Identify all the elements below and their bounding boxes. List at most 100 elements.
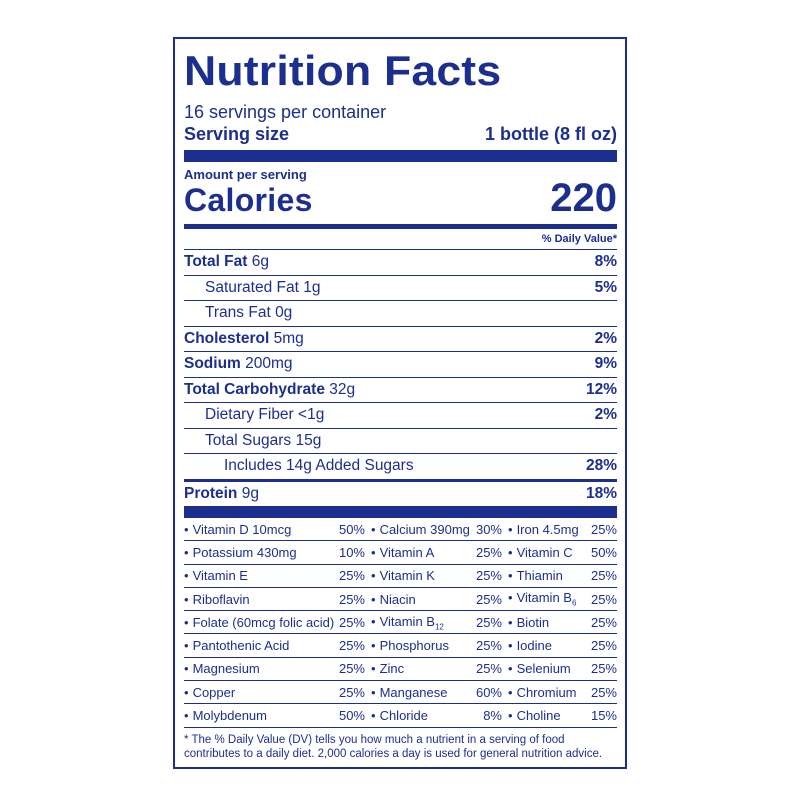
vitamin-dv: 15% [590,708,617,724]
vitamin-cell: Niacin 25% [371,588,508,612]
vitamin-name-text: Potassium 430mg [192,544,297,560]
vitamin-cell: Vitamin A 25% [371,541,508,565]
vitamin-cell: Copper 25% [184,681,371,705]
nutrient-dv: 18% [585,484,617,502]
vitamin-cell: Phosphorus 25% [371,634,508,658]
vitamin-dv: 25% [338,638,365,654]
vitamin-name: Vitamin C [508,545,573,560]
serving-size-row: Serving size 1 bottle (8 fl oz) [184,123,617,145]
vitamin-dv: 25% [475,661,502,677]
nutrient-row-sodium: Sodium 200mg 9% [184,351,617,377]
vitamin-name: Choline [508,708,561,723]
thick-divider [184,506,617,518]
vitamin-dv: 25% [590,521,617,537]
vitamin-dv: 25% [338,614,365,630]
nutrient-amount: 1g [303,278,321,296]
vitamin-name-text: Selenium [516,661,571,677]
vitamin-subscript: 6 [571,598,577,608]
vitamin-name-text: Folate (60mcg folic acid) [192,614,335,630]
nutrient-row-trans-fat: Trans Fat 0g [184,300,617,326]
vitamin-cell: Potassium 430mg 10% [184,541,371,565]
vitamin-cell: Riboflavin 25% [184,588,371,612]
vitamin-name: Iron 4.5mg [508,522,579,537]
thick-divider [184,150,617,162]
nutrient-name: Sodium [184,355,241,373]
vitamin-name-text: Chromium [516,684,577,700]
vitamin-name: Pantothenic Acid [184,638,290,654]
vitamin-cell: Manganese 60% [371,681,508,705]
daily-value-footnote: * The % Daily Value (DV) tells you how m… [184,733,603,760]
nutrient-name: Total Carbohydrate [184,380,325,398]
nutrient-amount: 5mg [273,329,304,347]
vitamin-name: Zinc [371,661,405,677]
nutrient-amount: 15g [295,431,322,449]
vitamin-dv: 25% [590,638,617,654]
vitamin-name: Phosphorus [371,638,449,653]
vitamin-cell: Vitamin E 25% [184,565,371,588]
vitamin-dv: 50% [590,544,617,560]
vitamin-name-text: Calcium 390mg [379,521,470,537]
nutrient-name: Total Sugars [205,431,292,449]
vitamin-name: Manganese [371,685,448,700]
vitamin-cell: Chromium 25% [508,681,617,705]
vitamin-cell: Vitamin D 10mcg 50% [184,518,371,542]
vitamin-name-text: Manganese [379,684,448,700]
vitamin-dv: 25% [590,614,617,630]
nutrient-name: Saturated Fat [205,278,299,296]
vitamin-dv: 25% [338,568,365,584]
nutrient-amount: 200mg [245,355,293,373]
vitamin-cell: Pantothenic Acid 25% [184,634,371,658]
vitamin-cell: Vitamin B6 25% [508,588,617,612]
nutrient-amount: 0g [275,304,293,322]
nutrient-dv: 8% [594,253,617,271]
vitamin-cell: Chloride 8% [371,704,508,728]
vitamin-cell: Magnesium 25% [184,658,371,682]
vitamin-name: Vitamin K [371,568,435,583]
vitamin-name-text: Thiamin [516,568,563,584]
amount-per-serving: Amount per serving [184,167,307,182]
vitamin-name: Thiamin [508,568,563,583]
vitamin-cell: Selenium 25% [508,658,617,682]
vitamin-dv: 25% [590,684,617,700]
vitamin-name-text: Riboflavin [192,591,250,607]
nutrient-amount: 6g [251,253,269,271]
calories-row: Calories 220 [184,178,617,218]
vitamin-name: Vitamin B12 [371,614,444,632]
vitamin-cell: Biotin 25% [508,611,617,635]
vitamin-name: Selenium [508,661,571,676]
nutrient-name: Trans Fat [205,304,271,322]
vitamin-cell: Iron 4.5mg 25% [508,518,617,542]
vitamin-name-text: Biotin [516,614,550,630]
vitamin-name-text: Iodine [516,638,552,654]
nutrient-row-total-carbohydrate: Total Carbohydrate 32g 12% [184,376,617,403]
vitamin-name: Chromium [508,685,577,700]
vitamin-name-text: Niacin [379,591,416,607]
vitamin-cell: Iodine 25% [508,634,617,658]
servings-per-container: 16 servings per container [184,102,387,122]
nutrient-amount: 32g [329,380,356,398]
vitamin-dv: 60% [475,684,502,700]
vitamin-cell: Choline 15% [508,704,617,728]
vitamin-dv: 8% [483,708,502,724]
vitamin-name-text: Vitamin B [379,613,435,629]
vitamin-name: Biotin [508,614,550,630]
vitamin-name-text: Zinc [379,661,405,677]
vitamin-cell: Calcium 390mg 30% [371,518,508,542]
vitamin-dv: 25% [475,568,502,584]
vitamin-name-text: Molybdenum [192,708,267,724]
nutrient-name: Protein [184,484,238,502]
vitamin-name-text: Magnesium [192,661,260,677]
vitamin-dv: 25% [590,591,617,607]
nutrient-row-added-sugars: Includes 14g Added Sugars 28% [184,453,617,479]
vitamin-cell: Thiamin 25% [508,565,617,588]
vitamin-name-text: Vitamin B [516,590,572,606]
medium-divider [184,224,617,229]
vitamin-name: Iodine [508,638,552,653]
vitamin-cell: Molybdenum 50% [184,704,371,728]
nutrient-dv: 2% [594,329,617,347]
nutrient-row-total-fat: Total Fat 6g 8% [184,249,617,275]
vitamin-name-text: Pantothenic Acid [192,638,290,654]
vitamins-minerals-grid: Vitamin D 10mcg 50% Calcium 390mg 30% Iron 4… [184,518,617,728]
vitamin-dv: 50% [338,708,365,724]
vitamin-dv: 50% [338,521,365,537]
